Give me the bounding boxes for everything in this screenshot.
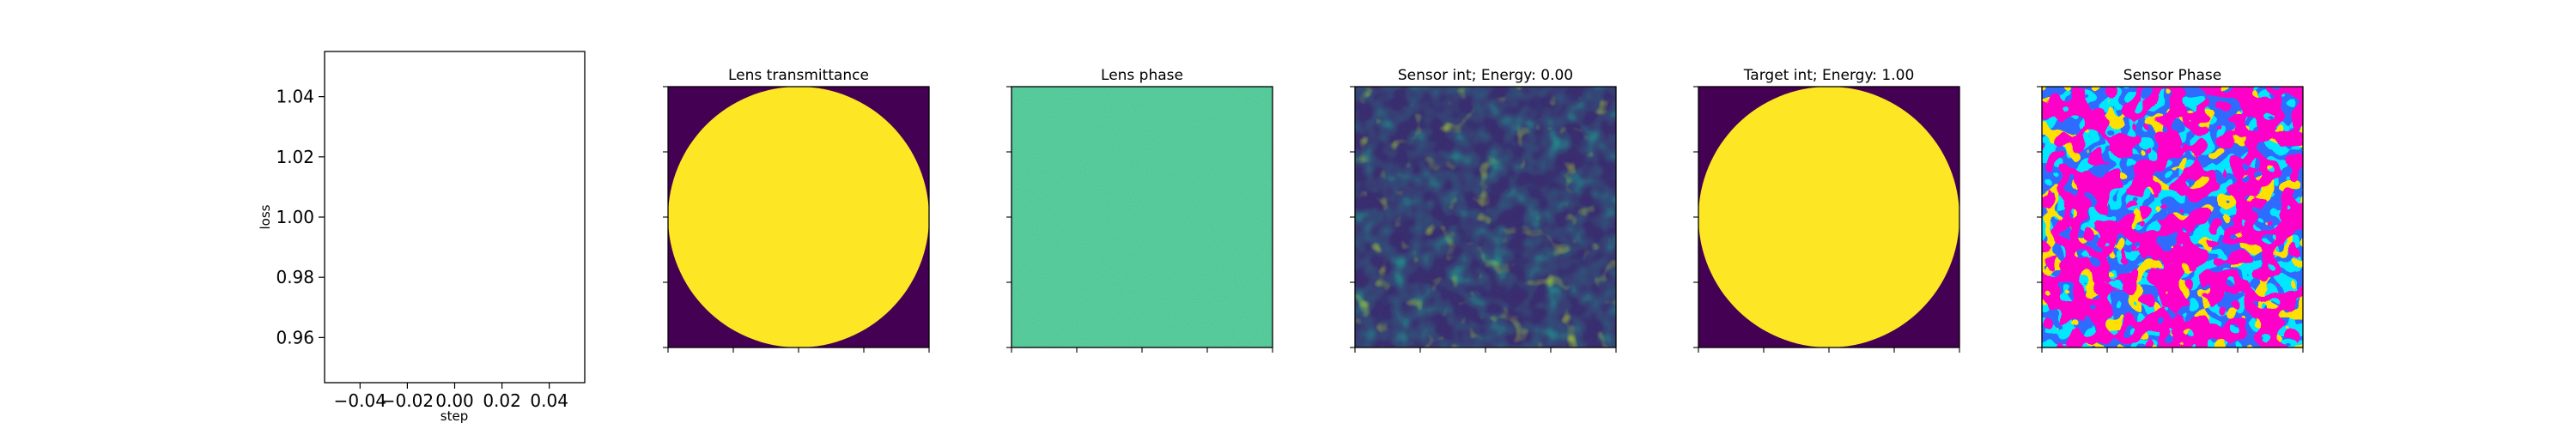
sensor-intensity-panel: Sensor int; Energy: 0.00 [1350, 67, 1617, 353]
lens-phase-ticks [1006, 86, 1273, 353]
sensor-intensity-image [1355, 87, 1616, 347]
y-tick-label: 0.96 [276, 327, 314, 347]
lens-transmittance-ticks [663, 86, 930, 353]
loss-y-label: loss [258, 204, 273, 229]
panel-title-lens-phase: Lens phase [1101, 67, 1183, 84]
panel-title-target-intensity: Target int; Energy: 1.00 [1743, 67, 1915, 84]
y-tick-label: 1.02 [276, 147, 314, 167]
sensor-phase-ticks [2037, 86, 2304, 353]
loss-plot-frame [324, 51, 586, 384]
x-tick-label: −0.04 [334, 390, 386, 411]
lens-transmittance-panel: Lens transmittance [663, 67, 930, 353]
sensor-intensity-ticks [1350, 86, 1617, 353]
panel-title-lens-transmittance: Lens transmittance [728, 67, 869, 84]
loss-y-ticks: 0.96 0.98 1.00 1.02 1.04 [276, 87, 325, 347]
x-tick-label: 0.00 [435, 390, 474, 411]
lens-transmittance-image [668, 87, 929, 347]
loss-plot: −0.04−0.02 0.00 0.02 0.04 0.96 0.98 1.00 1.02 1… [258, 51, 586, 424]
x-tick-label: 0.02 [483, 390, 521, 411]
target-intensity-ticks [1693, 86, 1960, 353]
x-tick-label: −0.02 [381, 390, 434, 411]
loss-x-ticks: −0.04−0.02 0.00 0.02 0.04 [334, 383, 568, 411]
sensor-phase-panel: Sensor Phase [2037, 67, 2304, 353]
x-tick-label: 0.04 [530, 390, 568, 411]
loss-x-label: step [440, 408, 468, 424]
lens-phase-image [1012, 87, 1273, 347]
y-tick-label: 1.04 [276, 87, 314, 107]
y-tick-label: 0.98 [276, 267, 314, 287]
sensor-phase-image [2042, 87, 2303, 347]
target-intensity-panel: Target int; Energy: 1.00 [1693, 67, 1960, 353]
lens-phase-panel: Lens phase [1006, 67, 1273, 353]
target-intensity-image [1698, 87, 1959, 347]
y-tick-label: 1.00 [276, 207, 314, 227]
panel-title-sensor-phase: Sensor Phase [2123, 67, 2221, 84]
panel-title-sensor-intensity: Sensor int; Energy: 0.00 [1398, 67, 1573, 84]
